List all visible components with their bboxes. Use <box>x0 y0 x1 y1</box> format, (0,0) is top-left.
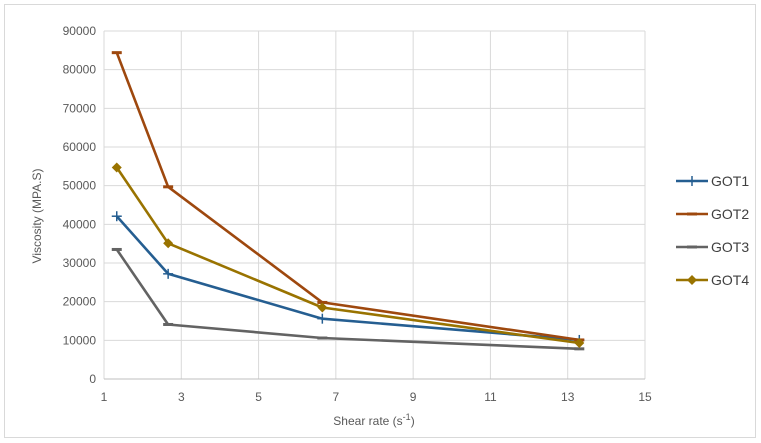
x-tick-label: 1 <box>101 390 108 404</box>
data-point-got3 <box>163 322 174 326</box>
series-line-got2 <box>115 52 580 342</box>
legend: GOT1 GOT2 GOT3 GOT4 <box>676 173 749 288</box>
y-tick-label: 20000 <box>63 295 97 309</box>
legend-item-got3: GOT3 <box>676 239 749 255</box>
data-point-got4 <box>111 162 122 173</box>
y-tick-label: 0 <box>89 372 96 386</box>
data-point-got1 <box>111 211 122 222</box>
legend-item-got1: GOT1 <box>676 173 749 189</box>
y-tick-label: 10000 <box>63 333 97 347</box>
data-point-got2 <box>163 185 174 189</box>
data-point-got3 <box>574 347 585 351</box>
y-tick-label: 30000 <box>63 256 97 270</box>
series-line-got3 <box>115 248 580 351</box>
legend-marker-got2 <box>687 212 697 216</box>
data-point-got4 <box>163 238 174 249</box>
y-tick-label: 50000 <box>63 179 97 193</box>
series-line-got1 <box>115 215 580 342</box>
y-tick-label: 80000 <box>63 63 97 77</box>
x-tick-label: 9 <box>410 390 417 404</box>
x-tick-label: 5 <box>255 390 262 404</box>
grid <box>103 30 646 380</box>
series-line-got4 <box>115 166 580 345</box>
legend-marker-got4 <box>687 275 697 285</box>
x-axis-title-main: Shear rate (s <box>333 414 402 428</box>
y-tick-label: 60000 <box>63 140 97 154</box>
legend-label-got3: GOT3 <box>711 239 749 255</box>
x-tick-label: 15 <box>638 390 652 404</box>
x-tick-label: 3 <box>178 390 185 404</box>
series-got4 <box>111 162 585 349</box>
legend-label-got4: GOT4 <box>711 272 749 288</box>
legend-item-got2: GOT2 <box>676 206 749 222</box>
legend-marker-got3 <box>687 245 697 249</box>
x-tick-label: 11 <box>484 390 497 404</box>
y-tick-label: 40000 <box>63 217 97 231</box>
x-axis-title-sup: -1 <box>403 412 411 422</box>
legend-marker-got1 <box>687 176 697 186</box>
data-point-got4 <box>317 302 328 313</box>
legend-item-got4: GOT4 <box>676 272 749 288</box>
y-axis-title: Viscosity (MPA.S) <box>30 169 44 264</box>
data-point-got2 <box>111 51 122 55</box>
x-axis-title-end: ) <box>411 414 415 428</box>
chart-frame <box>4 4 756 438</box>
data-point-got1 <box>317 313 328 324</box>
data-point-got3 <box>111 247 122 251</box>
data-point-got4 <box>574 338 585 349</box>
tick-labels: 0 10000 20000 30000 40000 50000 60000 70000 8000… <box>63 24 652 404</box>
legend-label-got2: GOT2 <box>711 206 749 222</box>
y-tick-label: 90000 <box>63 24 97 38</box>
y-tick-label: 70000 <box>63 101 97 115</box>
data-point-got3 <box>317 336 328 340</box>
series-got2 <box>111 51 585 342</box>
x-axis-title: Shear rate (s-1) <box>333 412 414 428</box>
legend-label-got1: GOT1 <box>711 173 749 189</box>
series <box>111 51 585 351</box>
x-tick-label: 7 <box>333 390 340 404</box>
x-tick-label: 13 <box>561 390 575 404</box>
data-point-got1 <box>163 268 174 279</box>
series-got3 <box>111 247 585 351</box>
data-point-got2 <box>317 300 328 304</box>
